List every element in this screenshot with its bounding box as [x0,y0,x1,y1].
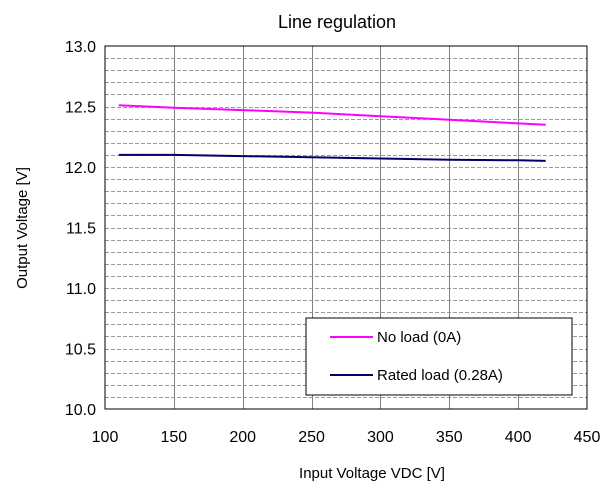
y-tick-label: 13.0 [65,39,96,56]
x-axis-label: Input Voltage VDC [V] [299,465,445,482]
x-tick-label: 250 [298,429,325,446]
series-lines [118,104,546,162]
x-tick-label: 350 [436,429,463,446]
series-line-2 [118,153,546,162]
x-tick-label: 400 [505,429,532,446]
y-tick-label: 10.0 [65,402,96,419]
x-tick-label: 100 [92,429,119,446]
y-tick-label: 10.5 [65,342,96,359]
y-tick-label: 12.5 [65,100,96,117]
y-tick-label: 11.5 [66,221,96,238]
x-tick-label: 300 [367,429,394,446]
y-axis-label: Output Voltage [V] [14,167,31,289]
series-line-1 [118,104,546,126]
y-tick-label: 12.0 [65,160,96,177]
y-tick-label: 11.0 [66,281,96,298]
x-tick-label: 150 [161,429,188,446]
plot-area [104,45,588,410]
x-tick-label: 200 [229,429,256,446]
x-tick-label: 450 [574,429,601,446]
chart-title: Line regulation [278,12,396,32]
tick-labels: 100 150 200 250 300 350 400 450 10.0 10.5 11.0 11.5… [65,39,601,446]
legend-label-1: No load (0A) [377,329,461,346]
legend-label-2: Rated load (0.28A) [377,367,503,384]
legend-box [305,317,573,396]
legend: No load (0A) Rated load (0.28A) [305,317,573,396]
grid [105,46,587,409]
